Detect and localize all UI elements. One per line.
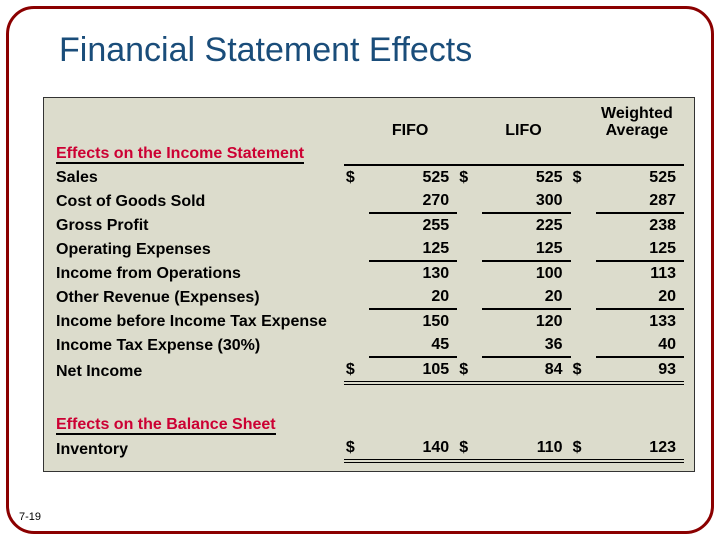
col-header-wavg: WeightedAverage [596,102,684,142]
row-tax-expense: Income Tax Expense (30%) 45 36 40 [54,333,684,357]
row-other-rev: Other Revenue (Expenses) 20 20 20 [54,285,684,309]
page-number: 7-19 [19,511,41,523]
section-header-income: Effects on the Income Statement [54,142,684,165]
col-header-lifo: LIFO [482,102,570,142]
section-header-income-label: Effects on the Income Statement [56,145,304,164]
section-spacer [54,383,684,413]
col-header-fifo: FIFO [369,102,457,142]
section-header-balance-label: Effects on the Balance Sheet [56,416,276,435]
row-net-income: Net Income $ 105 $ 84 $ 93 [54,357,684,383]
row-inventory: Inventory $ 140 $ 110 $ 123 [54,436,684,461]
row-cogs: Cost of Goods Sold 270 300 287 [54,189,684,213]
slide-frame: Financial Statement Effects FIFO LIFO We… [6,6,714,534]
row-income-ops: Income from Operations 130 100 113 [54,261,684,285]
col-header-wavg-text: WeightedAverage [601,105,673,140]
row-income-before-tax: Income before Income Tax Expense 150 120… [54,309,684,333]
financial-table-container: FIFO LIFO WeightedAverage Effects on the… [43,97,695,472]
financial-table: FIFO LIFO WeightedAverage Effects on the… [54,102,684,463]
row-opex: Operating Expenses 125 125 125 [54,237,684,261]
slide-title: Financial Statement Effects [59,31,472,70]
section-header-balance: Effects on the Balance Sheet [54,413,684,436]
column-header-row: FIFO LIFO WeightedAverage [54,102,684,142]
row-sales: Sales $ 525 $ 525 $ 525 [54,165,684,189]
row-gross-profit: Gross Profit 255 225 238 [54,213,684,237]
